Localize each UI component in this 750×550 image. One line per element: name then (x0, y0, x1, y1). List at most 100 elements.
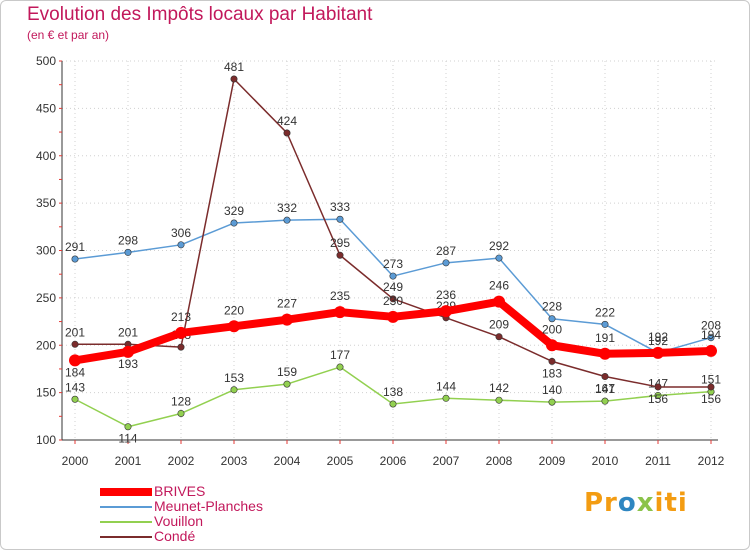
data-point (601, 373, 609, 381)
data-point (69, 354, 81, 367)
data-label: 192 (648, 330, 668, 344)
data-label: 142 (489, 381, 509, 395)
logo-part: iti (654, 488, 688, 518)
x-tick-label: 2004 (274, 454, 301, 468)
x-tick-label: 2006 (380, 454, 407, 468)
legend-label-conde: Condé (154, 528, 196, 544)
data-point (389, 272, 397, 280)
data-point (124, 248, 132, 256)
data-point (122, 345, 134, 358)
data-label: 156 (701, 392, 721, 406)
legend-swatch-meunet-planches (100, 506, 152, 508)
data-label: 292 (489, 239, 509, 253)
data-point (601, 397, 609, 405)
data-label: 200 (542, 322, 562, 336)
data-label: 329 (224, 204, 244, 218)
data-point (336, 251, 344, 259)
data-label: 287 (436, 244, 456, 258)
data-point (707, 383, 715, 391)
data-point (228, 320, 240, 333)
data-point (548, 315, 556, 323)
data-label: 246 (489, 279, 509, 293)
data-label: 213 (171, 310, 191, 324)
data-point (601, 320, 609, 328)
data-label: 151 (701, 373, 721, 387)
x-tick-label: 2005 (327, 454, 354, 468)
y-tick-label: 250 (36, 291, 56, 305)
data-label: 298 (118, 233, 138, 247)
data-label: 194 (701, 328, 721, 342)
data-point (283, 380, 291, 388)
data-label: 153 (224, 371, 244, 385)
proxiti-logo: Proxiti (584, 488, 688, 518)
data-label: 114 (118, 432, 137, 446)
data-label: 220 (224, 303, 244, 317)
y-tick-label: 100 (36, 433, 56, 447)
data-label: 191 (595, 331, 615, 345)
x-tick-label: 2012 (698, 454, 725, 468)
data-label: 227 (277, 297, 297, 311)
legend-swatch-conde (100, 536, 152, 538)
data-label: 184 (65, 365, 85, 379)
data-label: 177 (330, 348, 350, 362)
data-label: 192 (648, 334, 668, 348)
data-point (230, 386, 238, 394)
data-label: 183 (542, 366, 562, 380)
data-point (652, 346, 664, 359)
data-point (654, 391, 662, 399)
data-label: 273 (383, 257, 403, 271)
y-tick-label: 150 (36, 386, 56, 400)
y-tick-label: 300 (36, 244, 56, 258)
legend-label-vouillon: Vouillon (154, 513, 204, 529)
data-label: 193 (118, 357, 138, 371)
data-label: 141 (595, 382, 615, 396)
data-point (389, 400, 397, 408)
chart-title: Evolution des Impôts locaux par Habitant (27, 4, 373, 25)
x-tick-label: 2002 (168, 454, 195, 468)
data-point (230, 75, 238, 83)
data-label: 222 (595, 305, 615, 319)
data-label: 235 (330, 289, 350, 303)
data-label: 481 (224, 60, 244, 74)
data-point (283, 129, 291, 137)
data-point (71, 395, 79, 403)
data-point (495, 333, 503, 341)
legend-label-meunet-planches: Meunet-Planches (154, 498, 263, 514)
data-point (124, 423, 132, 431)
data-label: 156 (648, 392, 668, 406)
x-tick-label: 2000 (62, 454, 89, 468)
logo-part: o (617, 488, 637, 518)
data-point (654, 383, 662, 391)
data-label: 295 (330, 236, 350, 250)
data-label: 249 (383, 280, 403, 294)
data-point (705, 344, 717, 357)
data-point (230, 219, 238, 227)
data-point (495, 396, 503, 404)
data-label: 201 (65, 325, 85, 339)
y-tick-label: 500 (36, 54, 56, 68)
data-label: 228 (542, 300, 562, 314)
data-label: 140 (542, 383, 562, 397)
data-point (71, 255, 79, 263)
data-point (440, 305, 452, 318)
x-tick-label: 2001 (115, 454, 142, 468)
x-tick-label: 2003 (221, 454, 248, 468)
data-label: 291 (65, 240, 85, 254)
data-point (389, 295, 397, 303)
data-label: 201 (118, 325, 138, 339)
data-point (493, 295, 505, 308)
chart-subtitle: (en € et par an) (27, 28, 110, 42)
data-point (177, 409, 185, 417)
data-point (334, 306, 346, 319)
data-label: 306 (171, 226, 191, 240)
data-label: 167 (595, 382, 615, 396)
data-point (546, 339, 558, 352)
x-tick-label: 2010 (592, 454, 619, 468)
data-label: 208 (701, 319, 721, 333)
data-label: 333 (330, 200, 350, 214)
y-tick-label: 400 (36, 149, 56, 163)
data-point (283, 216, 291, 224)
data-label: 424 (277, 114, 297, 128)
data-point (442, 394, 450, 402)
